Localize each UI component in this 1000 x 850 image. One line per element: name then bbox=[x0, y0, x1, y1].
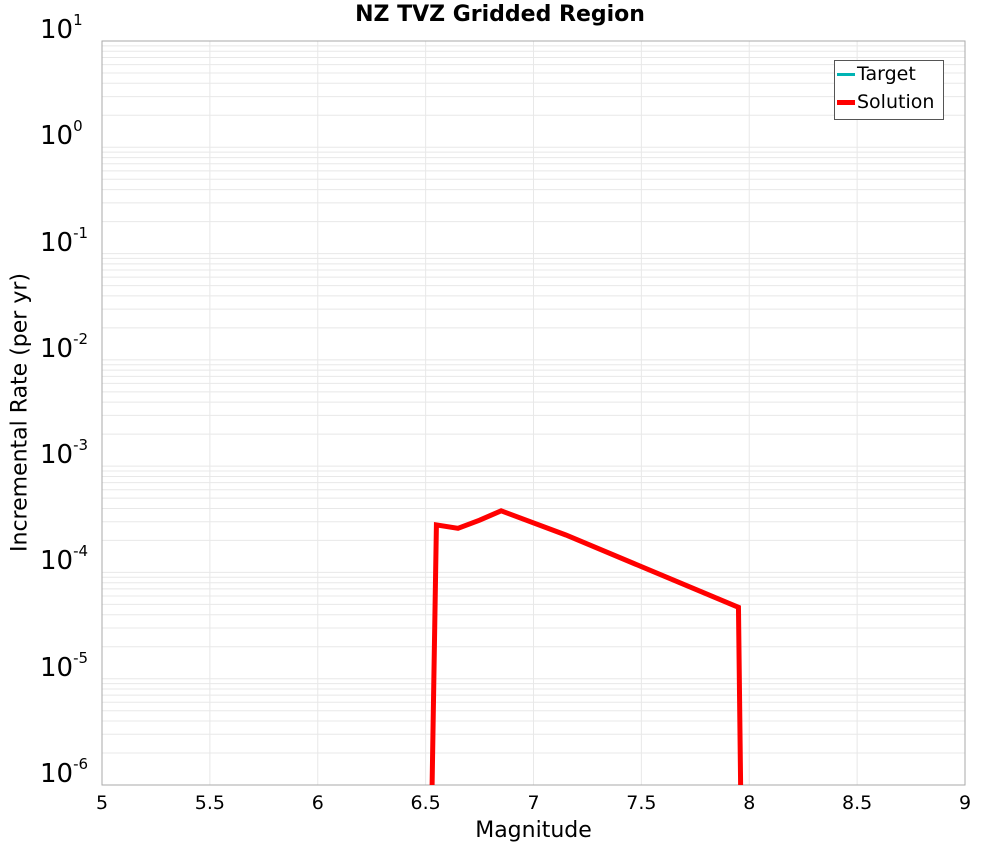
y-tick-label: 10-6 bbox=[40, 755, 89, 789]
y-tick-label: 10-2 bbox=[40, 329, 89, 364]
x-tick-label: 6 bbox=[311, 792, 324, 814]
y-tick-label: 100 bbox=[40, 117, 83, 152]
series-lines bbox=[429, 508, 744, 786]
y-tick-label: 10-5 bbox=[40, 648, 89, 683]
y-tick-label: 10-4 bbox=[40, 542, 89, 577]
y-axis-label: Incremental Rate (per yr) bbox=[7, 273, 33, 552]
solution-swatch-icon bbox=[837, 99, 855, 105]
y-tick-label: 10-3 bbox=[40, 436, 89, 471]
x-tick-label: 8 bbox=[743, 792, 756, 814]
y-tick-label: 101 bbox=[40, 11, 83, 45]
x-tick-label: 6.5 bbox=[410, 792, 441, 814]
x-tick-label: 5 bbox=[95, 792, 109, 814]
x-axis-label: Magnitude bbox=[475, 818, 592, 843]
legend-item-target: Target bbox=[837, 63, 916, 85]
series-line-solution bbox=[429, 508, 744, 786]
x-tick-label: 5.5 bbox=[194, 792, 225, 814]
legend-item-solution: Solution bbox=[837, 91, 934, 113]
x-tick-label: 8.5 bbox=[842, 792, 873, 814]
x-tick-label: 9 bbox=[958, 792, 972, 814]
x-tick-label: 7.5 bbox=[626, 792, 657, 814]
plot-frame bbox=[101, 40, 966, 786]
legend: Target Solution bbox=[834, 60, 944, 120]
y-tick-label: 10-1 bbox=[40, 223, 89, 258]
chart-title: NZ TVZ Gridded Region bbox=[355, 2, 645, 27]
target-swatch-icon bbox=[837, 72, 855, 76]
x-tick-label: 7 bbox=[527, 792, 540, 814]
gridlines bbox=[101, 41, 966, 786]
